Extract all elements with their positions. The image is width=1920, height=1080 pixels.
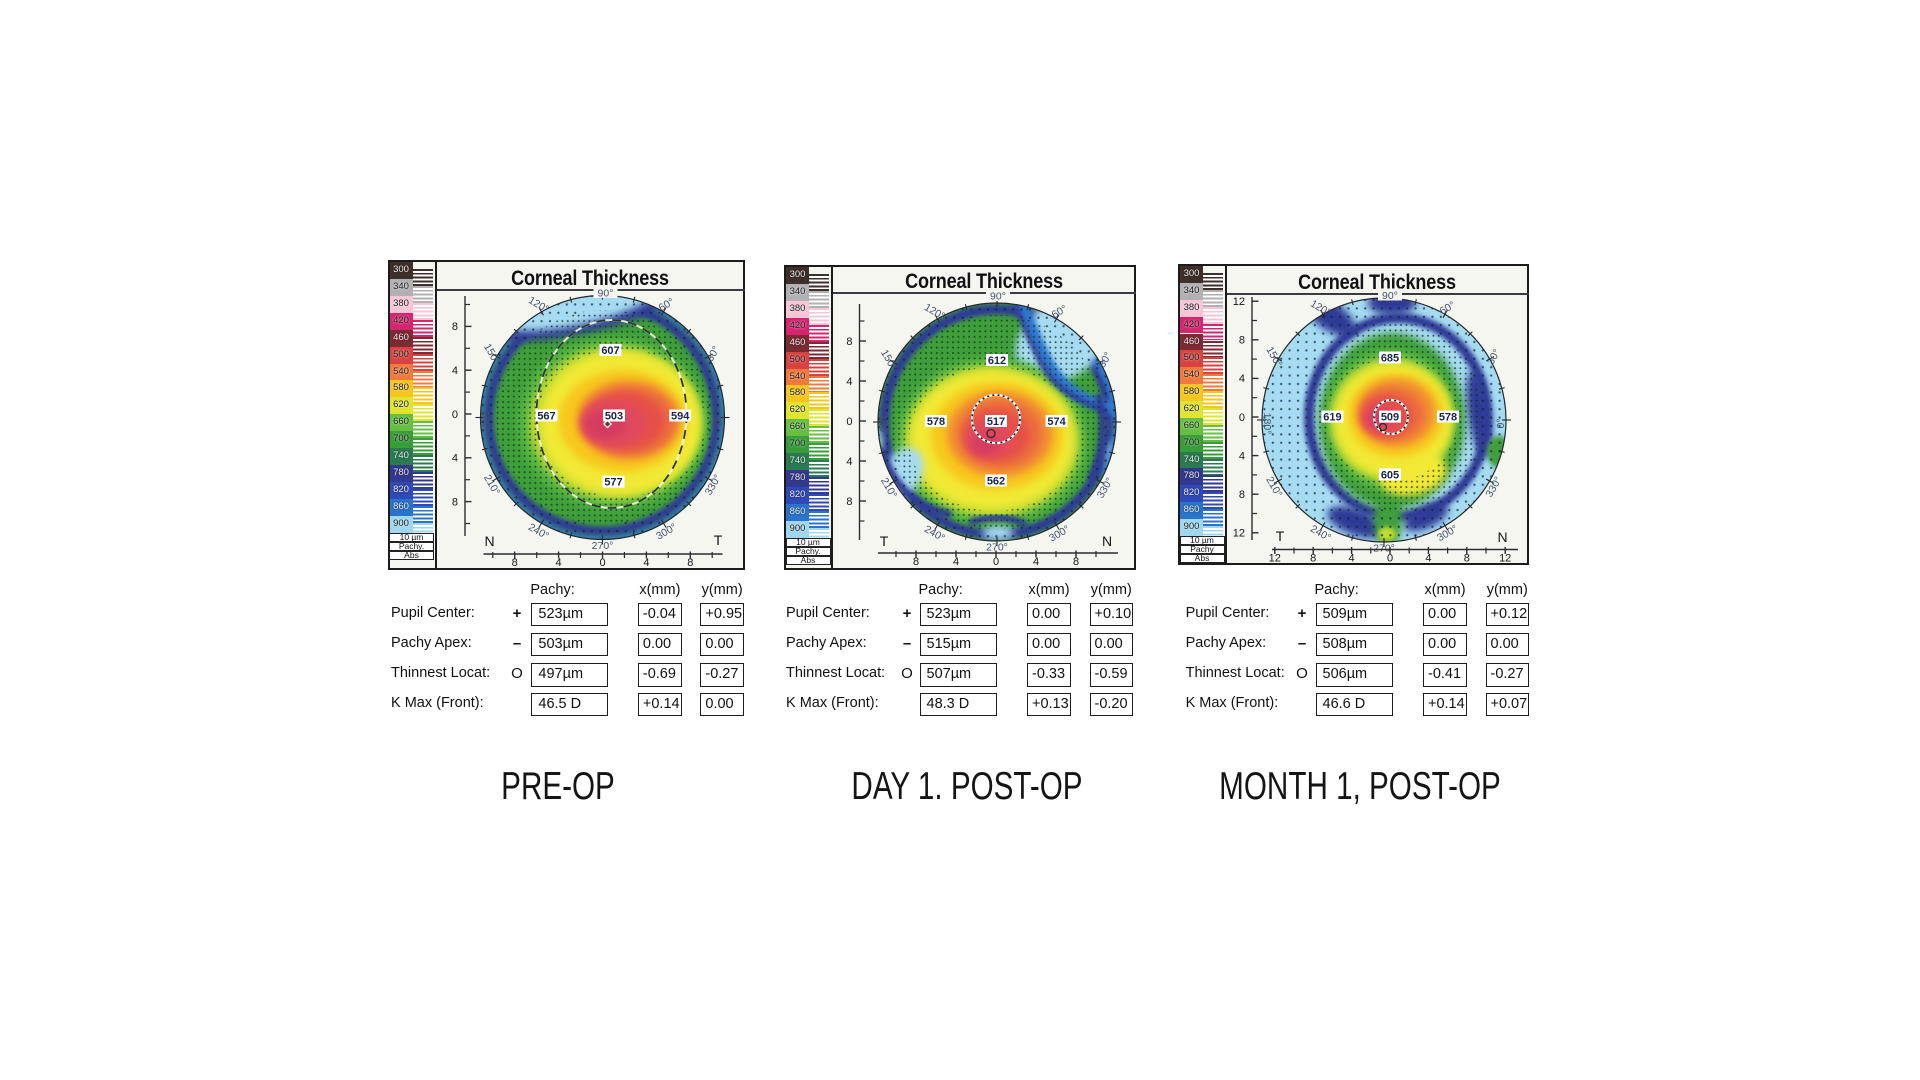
svg-text:0: 0	[1387, 552, 1393, 564]
svg-text:0°: 0°	[713, 416, 725, 426]
svg-text:8: 8	[913, 556, 919, 568]
svg-text:0: 0	[599, 557, 605, 569]
svg-text:4: 4	[1239, 450, 1245, 462]
svg-text:0°: 0°	[1495, 418, 1507, 428]
svg-text:8: 8	[687, 557, 693, 569]
svg-text:605: 605	[1381, 469, 1399, 481]
svg-text:4: 4	[451, 365, 457, 377]
svg-text:T: T	[713, 532, 722, 548]
svg-text:8: 8	[1073, 556, 1079, 568]
svg-text:N: N	[1497, 529, 1507, 545]
svg-text:4: 4	[555, 557, 561, 569]
svg-text:12: 12	[1499, 552, 1511, 564]
svg-text:180°: 180°	[877, 415, 889, 437]
svg-text:T: T	[880, 533, 889, 549]
svg-text:4: 4	[1349, 552, 1355, 564]
svg-text:N: N	[1102, 533, 1112, 549]
svg-text:12: 12	[1269, 552, 1281, 564]
svg-text:8: 8	[846, 336, 852, 348]
svg-text:8: 8	[1239, 489, 1245, 501]
svg-text:4: 4	[846, 456, 852, 468]
svg-text:4: 4	[1033, 556, 1039, 568]
svg-text:270°: 270°	[591, 540, 613, 552]
svg-text:0: 0	[1239, 412, 1245, 424]
svg-text:T: T	[1276, 528, 1285, 544]
svg-text:4: 4	[846, 376, 852, 388]
svg-text:578: 578	[1439, 412, 1457, 424]
svg-text:607: 607	[601, 345, 619, 357]
svg-text:8: 8	[1464, 552, 1470, 564]
svg-text:685: 685	[1381, 353, 1399, 365]
svg-text:8: 8	[451, 321, 457, 333]
svg-text:0: 0	[451, 409, 457, 421]
svg-text:4: 4	[451, 453, 457, 465]
svg-text:4: 4	[953, 556, 959, 568]
svg-text:N: N	[484, 533, 494, 549]
svg-text:90°: 90°	[990, 290, 1006, 302]
svg-text:270°: 270°	[986, 542, 1008, 554]
svg-text:180°: 180°	[479, 410, 491, 432]
svg-text:12: 12	[1233, 528, 1245, 540]
svg-text:0°: 0°	[1105, 420, 1117, 430]
svg-text:8: 8	[1310, 552, 1316, 564]
svg-text:4: 4	[1239, 373, 1245, 385]
svg-text:619: 619	[1323, 412, 1341, 424]
svg-text:577: 577	[604, 477, 622, 489]
svg-text:90°: 90°	[597, 287, 613, 299]
svg-text:0: 0	[846, 416, 852, 428]
svg-text:4: 4	[1425, 552, 1431, 564]
svg-text:12: 12	[1233, 296, 1245, 308]
svg-text:562: 562	[987, 476, 1005, 488]
svg-text:574: 574	[1047, 416, 1066, 428]
svg-text:567: 567	[537, 411, 555, 423]
svg-text:578: 578	[927, 416, 945, 428]
svg-text:180°: 180°	[1261, 413, 1273, 435]
svg-text:509: 509	[1381, 412, 1399, 424]
svg-text:4: 4	[643, 557, 649, 569]
svg-text:90°: 90°	[1382, 290, 1398, 302]
svg-text:8: 8	[511, 557, 517, 569]
svg-text:503: 503	[604, 411, 622, 423]
svg-text:594: 594	[671, 411, 690, 423]
svg-text:0: 0	[993, 556, 999, 568]
svg-text:517: 517	[987, 416, 1005, 428]
svg-text:8: 8	[1239, 335, 1245, 347]
svg-text:612: 612	[988, 355, 1006, 367]
svg-text:8: 8	[451, 496, 457, 508]
svg-text:8: 8	[846, 496, 852, 508]
